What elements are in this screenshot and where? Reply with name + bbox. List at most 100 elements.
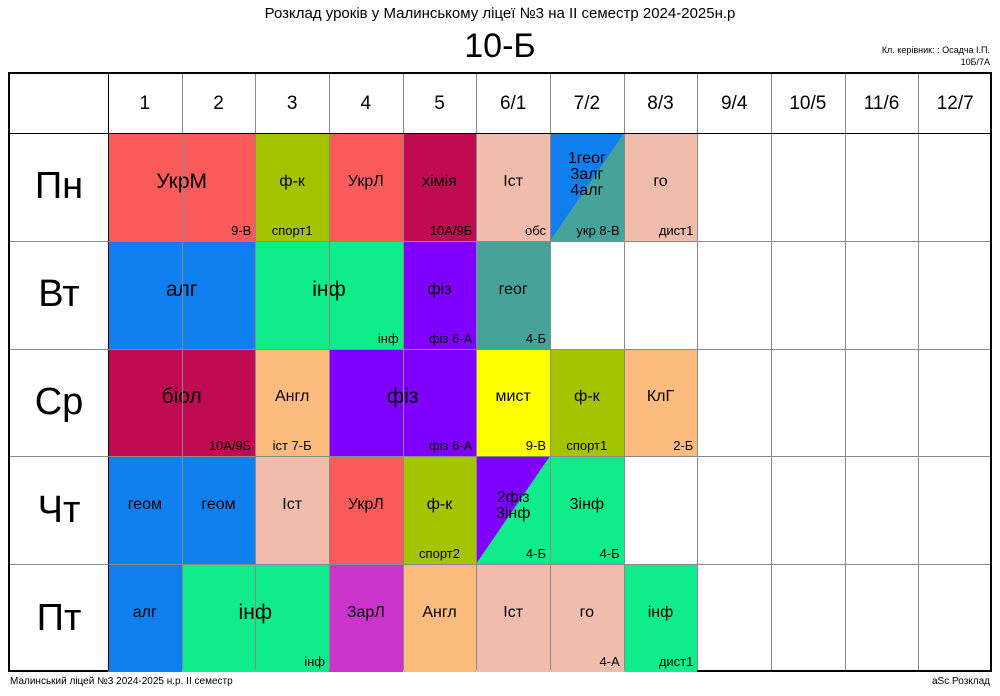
- schedule-title: Розклад уроків у Малинському ліцеї №3 на…: [264, 5, 736, 22]
- grid-row-divider: [10, 348, 990, 350]
- grid-column-divider: [623, 74, 625, 670]
- lesson-tue-informatics[interactable]: інф інф: [255, 240, 403, 349]
- lesson-room: дист1: [658, 653, 694, 669]
- grid-column-divider: [697, 74, 699, 670]
- lesson-thu-fk[interactable]: ф-к спорт2: [402, 456, 477, 565]
- day-label-2: Вт: [38, 273, 80, 316]
- lesson-fri-history[interactable]: Іст: [476, 564, 550, 672]
- lesson-thu-ukrl[interactable]: УкрЛ: [329, 456, 403, 565]
- lesson-room: 4-Б: [525, 546, 546, 562]
- footer-school-label: Малинський ліцей №3 2024-2025 н.р. ІІ се…: [10, 676, 233, 687]
- lesson-subject: ф-к: [426, 496, 453, 514]
- lesson-subject: геог: [498, 280, 528, 298]
- grid-column-divider: [771, 74, 773, 670]
- lesson-wed-english[interactable]: Англ іст 7-Б: [255, 348, 329, 457]
- lesson-wed-physics[interactable]: фіз фіз 6-А: [329, 348, 477, 457]
- lesson-thu-history[interactable]: Іст: [255, 456, 329, 565]
- grid-column-divider: [108, 74, 109, 670]
- lesson-thu-informatics[interactable]: 3інф 4-Б: [550, 456, 624, 565]
- lesson-mon-history[interactable]: Іст обс: [476, 133, 550, 241]
- lesson-room: 4-А: [599, 653, 620, 669]
- day-label-5: Пт: [36, 596, 82, 639]
- lesson-tue-geography[interactable]: геог 4-Б: [476, 240, 550, 349]
- lesson-group: спорт1: [566, 438, 608, 454]
- day-label-1: Пн: [34, 165, 84, 208]
- lesson-fri-english[interactable]: Англ: [402, 564, 477, 672]
- lesson-subject: УкрЛ: [347, 496, 384, 514]
- period-header-5: 5: [434, 92, 445, 114]
- lesson-mon-fk[interactable]: ф-к спорт1: [255, 133, 329, 241]
- grid-column-divider: [476, 74, 478, 670]
- lesson-wed-art[interactable]: мист 9-В: [476, 348, 550, 457]
- lesson-room: укр 8-В: [576, 222, 620, 238]
- lesson-subject: 3інф: [569, 496, 605, 514]
- grid-row-divider: [10, 133, 990, 134]
- lesson-subject: Іст: [282, 496, 303, 514]
- lesson-subject: геом: [201, 496, 236, 514]
- class-name: 10-Б: [464, 27, 536, 65]
- grid-column-divider: [181, 74, 183, 670]
- lesson-mon-split-groups[interactable]: 1геог 3алг 4алг укр 8-В: [550, 133, 624, 241]
- lesson-subject: ЗарЛ: [346, 604, 385, 622]
- group-line-1: 1геог: [567, 150, 606, 167]
- lesson-group: іст 7-Б: [272, 438, 312, 454]
- grid-row-divider: [10, 564, 990, 566]
- lesson-subject: ф-к: [279, 172, 305, 190]
- period-header-9: 9/4: [720, 92, 748, 114]
- timetable-grid: УкрМ 9-В ф-к спорт1 УкрЛ хімія 10А/9Б Іс…: [8, 72, 992, 672]
- lesson-room: 9-В: [231, 222, 252, 238]
- lesson-subject: алг: [132, 604, 157, 622]
- lesson-fri-zarl[interactable]: ЗарЛ: [329, 564, 403, 672]
- lesson-groups: 2фіз 3інф: [476, 490, 550, 522]
- lesson-room: обс: [524, 222, 546, 238]
- lesson-subject: КлГ: [646, 388, 675, 406]
- period-header-4: 4: [360, 92, 372, 114]
- grid-column-divider: [329, 74, 330, 670]
- day-label-3: Ср: [34, 380, 84, 423]
- class-teacher-label: Кл. керівник: : Осадча І.П.: [881, 45, 990, 55]
- period-header-3: 3: [286, 92, 298, 114]
- lesson-thu-split-groups[interactable]: 2фіз 3інф 4-Б: [476, 456, 550, 565]
- lesson-room: 4-Б: [599, 546, 620, 562]
- lesson-subject: хімія: [422, 172, 457, 190]
- lesson-room: інф: [377, 330, 399, 346]
- lesson-subject: Англ: [422, 604, 457, 622]
- group-line-2: 3алг: [570, 166, 604, 183]
- lesson-mon-ukrl[interactable]: УкрЛ: [329, 133, 403, 241]
- group-line-3: 4алг: [570, 182, 604, 199]
- lesson-tue-physics[interactable]: фіз фіз 6-А: [402, 240, 477, 349]
- lesson-wed-fk[interactable]: ф-к спорт1: [550, 348, 624, 457]
- grid-row-divider: [10, 456, 990, 458]
- lesson-room: дист1: [658, 222, 694, 238]
- lesson-subject: інф: [647, 604, 674, 622]
- lesson-fri-go[interactable]: го 4-А: [550, 564, 624, 672]
- lesson-wed-klg[interactable]: КлГ 2-Б: [623, 348, 698, 457]
- lesson-room: фіз 6-А: [428, 438, 473, 454]
- lesson-subject: Іст: [503, 604, 524, 622]
- lesson-room: інф: [304, 653, 325, 669]
- period-header-11: 11/6: [863, 92, 900, 114]
- lesson-room: 2-Б: [673, 438, 694, 454]
- lesson-thu-geometry-2[interactable]: геом: [181, 456, 256, 565]
- lesson-fri-informatics-2[interactable]: інф дист1: [623, 564, 698, 672]
- lesson-thu-geometry-1[interactable]: геом: [108, 456, 182, 565]
- period-header-7: 7/2: [573, 92, 601, 114]
- group-line-2: 3інф: [495, 505, 531, 523]
- lesson-room: 10А/9Б: [429, 222, 473, 238]
- lesson-subject: фіз: [427, 280, 452, 298]
- lesson-group: спорт1: [271, 222, 313, 238]
- day-label-4: Чт: [37, 488, 81, 531]
- lesson-mon-go[interactable]: го дист1: [623, 133, 698, 241]
- lesson-group: спорт2: [419, 546, 460, 562]
- period-header-12: 12/7: [936, 92, 974, 114]
- lesson-mon-chemistry[interactable]: хімія 10А/9Б: [402, 133, 477, 241]
- lesson-subject: Англ: [274, 388, 310, 406]
- grid-row-divider: [10, 240, 990, 242]
- grid-column-divider: [844, 74, 846, 670]
- grid-column-divider: [550, 74, 552, 670]
- lesson-groups: 1геог 3алг 4алг: [550, 151, 624, 199]
- lesson-subject: ф-к: [574, 388, 600, 406]
- lesson-fri-informatics[interactable]: інф інф: [181, 564, 329, 672]
- period-header-6: 6/1: [499, 92, 527, 114]
- lesson-fri-algebra[interactable]: алг: [108, 564, 182, 672]
